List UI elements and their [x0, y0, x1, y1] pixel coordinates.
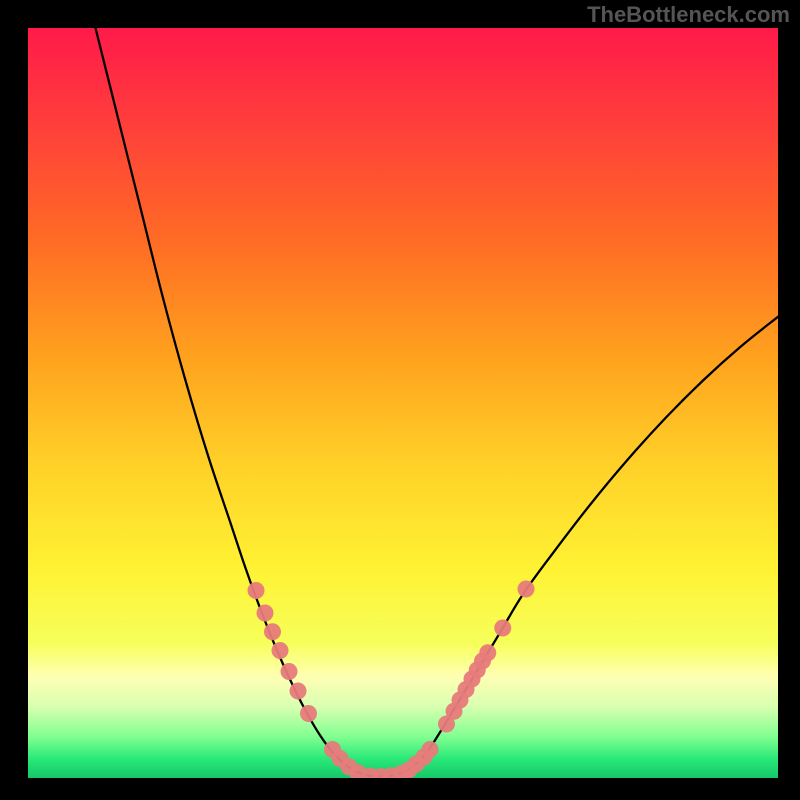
marker-dot — [272, 642, 289, 659]
marker-dot — [422, 741, 439, 758]
marker-dot — [494, 620, 511, 637]
plot-background — [28, 28, 778, 778]
marker-dot — [281, 663, 298, 680]
watermark-text: TheBottleneck.com — [587, 2, 790, 28]
marker-dot — [300, 705, 317, 722]
plot-svg — [28, 28, 778, 778]
marker-dot — [479, 644, 496, 661]
marker-dot — [248, 582, 265, 599]
marker-dot — [264, 623, 281, 640]
bottleneck-plot — [28, 28, 778, 778]
marker-dot — [257, 605, 274, 622]
marker-dot — [518, 581, 535, 598]
marker-dot — [290, 683, 307, 700]
